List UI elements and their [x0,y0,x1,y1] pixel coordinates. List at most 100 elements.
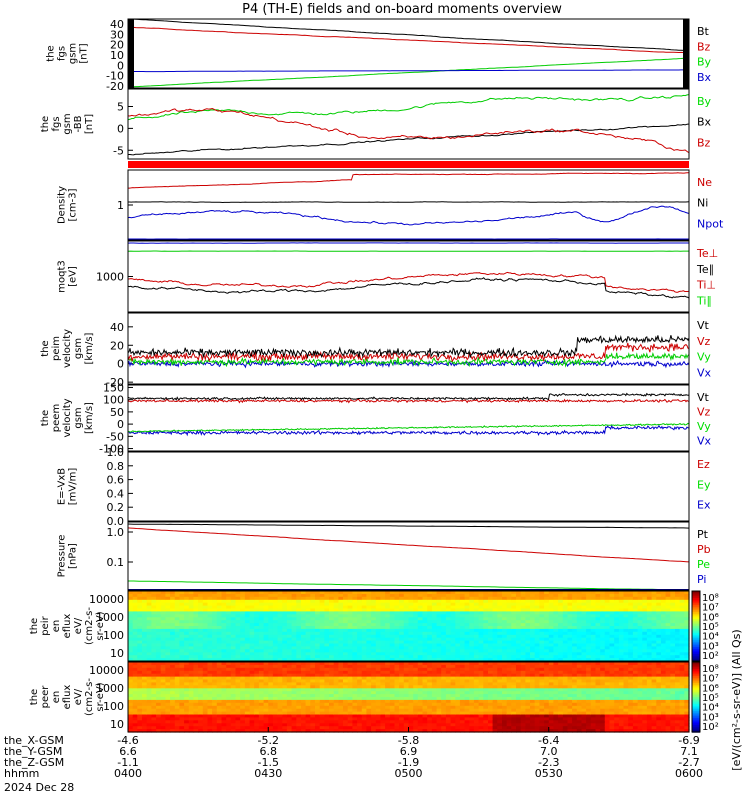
spectro-cell [646,608,653,612]
spectro-cell [258,658,265,662]
spectro-cell [408,664,414,669]
spectro-cell [679,620,685,624]
spectro-cell [165,711,171,716]
spectro-cell [329,611,335,615]
spectro-cell [422,614,428,618]
spectro-cell [310,655,316,659]
spectro-cell [441,655,447,659]
spectro-cell [226,617,232,621]
spectro-cell [572,611,578,615]
spectro-cell [258,649,265,653]
spectro-cell [170,676,176,681]
spectro-cell [333,602,339,607]
spectro-cell [408,711,414,716]
spectro-cell [301,620,307,624]
spectro-cell [347,670,353,675]
ytick-label: 30 [110,28,124,41]
spectro-cell [268,720,274,724]
spectro-cell [600,658,606,662]
spectro-cell [492,711,498,716]
spectro-cell [272,634,279,639]
spectro-cell [665,658,671,662]
spectro-cell [291,637,297,642]
spectro-cell [553,626,559,630]
spectro-cell [502,673,508,678]
spectro-cell [464,640,470,645]
spectro-cell [319,602,325,607]
spectro-cell [473,652,480,656]
spectro-cell [343,723,349,727]
spectro-cell [291,699,297,704]
spectro-cell [389,720,396,724]
spectro-cell [156,720,162,724]
spectro-cell [221,628,227,633]
spectro-cell [343,646,349,650]
spectro-cell [464,652,470,656]
spectro-cell [193,726,199,730]
spectro-cell [516,634,522,639]
spectro-cell [132,614,138,618]
spectro-cell [244,593,251,598]
spectro-cell [679,623,685,627]
spectro-cell [469,617,475,621]
spectro-cell [417,617,424,621]
spectro-cell [165,702,171,707]
legend-Vx: Vx [697,366,712,379]
spectro-cell [352,602,358,607]
spectro-cell [235,623,241,627]
spectro-cell [254,599,260,604]
spectro-cell [230,670,237,675]
spectro-cell [132,643,138,647]
spectro-cell [207,596,213,601]
spectro-cell [352,634,358,639]
spectro-cell [291,652,297,656]
spectro-cell [483,652,489,656]
spectro-cell [375,631,382,636]
spectro-cell [483,664,489,669]
spectro-cell [174,620,181,624]
spectro-cell [249,691,255,695]
spectro-cell [221,691,227,695]
spectro-cell [254,717,260,721]
spectro-cell [469,596,475,601]
spectro-cell [226,623,232,627]
spectro-cell [347,699,353,704]
spectro-cell [198,670,204,675]
spectro-cell [366,655,372,659]
spectro-cell [263,694,269,698]
spectro-cell [651,652,657,656]
spectro-cell [188,726,195,730]
spectro-cell [170,617,176,621]
spectro-cell [282,628,288,633]
spectro-cell [333,679,339,683]
spectro-cell [488,646,494,650]
ytick-label: -5 [113,144,124,157]
spectro-cell [263,726,269,730]
spectro-cell [146,605,152,610]
spectro-cell [651,626,657,630]
spectro-cell [492,708,498,713]
spectro-cell [352,702,358,707]
spectro-cell [272,676,279,681]
spectro-cell [352,599,358,604]
spectro-cell [347,596,353,601]
spectro-cell [188,691,195,695]
spectro-cell [254,611,260,615]
spectro-cell [329,697,335,701]
spectro-cell [174,702,181,707]
spectro-cell [310,729,316,733]
spectro-cell [544,611,550,615]
spectro-cell [151,649,157,653]
spectro-cell [413,694,419,698]
spectro-cell [399,685,405,689]
spectro-cell [132,714,138,718]
spectro-cell [558,637,564,642]
spectro-cell [202,643,209,647]
spectro-cell [333,714,339,718]
spectro-cell [338,708,344,713]
spectro-cell [272,708,279,713]
spectro-cell [656,605,662,610]
spectro-cell [632,658,639,662]
spectro-cell [286,673,293,678]
